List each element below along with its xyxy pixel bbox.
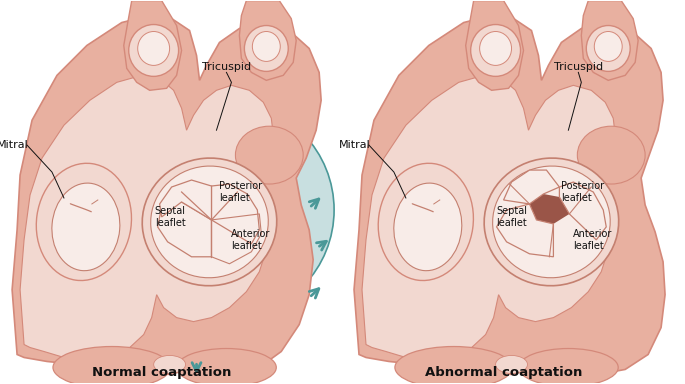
- Text: Tricuspid: Tricuspid: [553, 62, 603, 72]
- Text: Abnormal coaptation: Abnormal coaptation: [425, 366, 582, 379]
- Ellipse shape: [395, 346, 512, 384]
- Ellipse shape: [471, 25, 521, 76]
- Ellipse shape: [125, 103, 334, 317]
- Polygon shape: [160, 180, 212, 220]
- Text: Mitral: Mitral: [0, 140, 29, 150]
- Ellipse shape: [495, 356, 527, 373]
- Polygon shape: [12, 16, 321, 374]
- Ellipse shape: [493, 166, 610, 278]
- Ellipse shape: [138, 31, 170, 65]
- Ellipse shape: [252, 31, 280, 61]
- Polygon shape: [466, 1, 523, 90]
- Text: Anterior
leaflet: Anterior leaflet: [573, 229, 612, 251]
- Ellipse shape: [519, 349, 618, 384]
- Text: Septal
leaflet: Septal leaflet: [155, 206, 186, 228]
- Text: Posterior
leaflet: Posterior leaflet: [219, 181, 262, 203]
- Ellipse shape: [245, 25, 288, 71]
- Ellipse shape: [129, 25, 179, 76]
- Polygon shape: [362, 75, 615, 359]
- Ellipse shape: [479, 31, 512, 65]
- Polygon shape: [124, 1, 182, 90]
- Ellipse shape: [52, 183, 120, 271]
- Ellipse shape: [177, 349, 276, 384]
- Text: Anterior
leaflet: Anterior leaflet: [232, 229, 271, 251]
- Ellipse shape: [378, 163, 473, 281]
- Ellipse shape: [153, 356, 186, 373]
- Ellipse shape: [586, 25, 630, 71]
- Polygon shape: [212, 184, 260, 244]
- Polygon shape: [239, 1, 296, 80]
- Polygon shape: [560, 182, 606, 240]
- Ellipse shape: [394, 183, 462, 271]
- Ellipse shape: [595, 31, 622, 61]
- Ellipse shape: [53, 346, 171, 384]
- Ellipse shape: [484, 158, 619, 286]
- Text: Posterior
leaflet: Posterior leaflet: [562, 181, 604, 203]
- Polygon shape: [582, 1, 638, 80]
- Polygon shape: [158, 202, 212, 257]
- Ellipse shape: [577, 126, 645, 184]
- Text: Mitral: Mitral: [339, 140, 371, 150]
- Polygon shape: [497, 204, 553, 257]
- Ellipse shape: [151, 166, 269, 278]
- Polygon shape: [354, 16, 665, 374]
- Text: Tricuspid: Tricuspid: [202, 62, 251, 72]
- Polygon shape: [530, 194, 569, 224]
- Text: Septal
leaflet: Septal leaflet: [497, 206, 527, 228]
- Polygon shape: [503, 170, 560, 204]
- Text: Normal coaptation: Normal coaptation: [92, 366, 232, 379]
- Ellipse shape: [142, 158, 277, 286]
- Ellipse shape: [236, 126, 303, 184]
- Polygon shape: [20, 75, 273, 359]
- Ellipse shape: [36, 163, 132, 281]
